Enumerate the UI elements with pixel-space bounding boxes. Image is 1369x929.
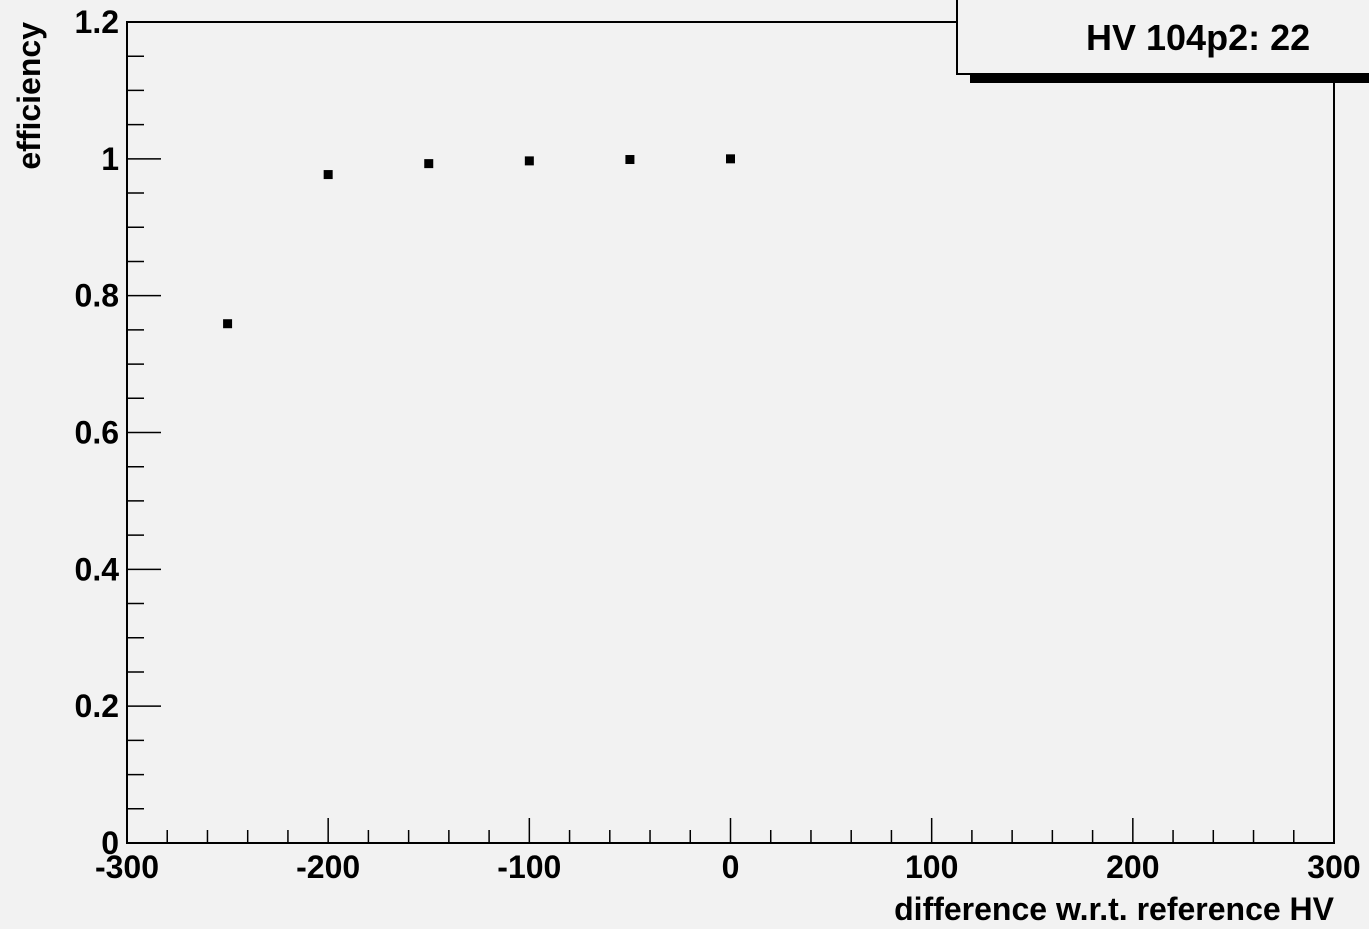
title-box: HV 104p2: 22 bbox=[956, 0, 1369, 83]
data-point bbox=[625, 155, 635, 165]
data-point bbox=[524, 156, 534, 166]
x-axis-tick-labels: -300 -200 -100 0 100 200 300 bbox=[95, 849, 1361, 885]
y-tick-label: 1 bbox=[101, 141, 119, 177]
y-axis-tick-labels: 0 0.2 0.4 0.6 0.8 1 1.2 bbox=[75, 4, 120, 861]
data-point bbox=[424, 159, 434, 169]
y-tick-label: 0.8 bbox=[75, 278, 119, 314]
x-tick-label: 0 bbox=[722, 849, 740, 885]
data-point bbox=[726, 154, 735, 164]
y-tick-label: 0.6 bbox=[75, 415, 119, 451]
data-point bbox=[323, 170, 333, 180]
x-axis-title: difference w.r.t. reference HV bbox=[894, 891, 1335, 927]
data-points bbox=[223, 154, 735, 329]
x-tick-label: -300 bbox=[95, 849, 159, 885]
y-axis-ticks bbox=[127, 21, 161, 844]
x-tick-label: 200 bbox=[1106, 849, 1159, 885]
y-tick-label: 0.2 bbox=[75, 688, 119, 724]
y-tick-label: 0 bbox=[101, 825, 119, 861]
y-tick-label: 0.4 bbox=[75, 551, 120, 587]
x-tick-label: 100 bbox=[905, 849, 958, 885]
chart-title: HV 104p2: 22 bbox=[1086, 17, 1310, 58]
x-axis-ticks bbox=[126, 818, 1335, 843]
y-tick-label: 1.2 bbox=[75, 4, 119, 40]
x-tick-label: 300 bbox=[1307, 849, 1360, 885]
title-box-panel bbox=[956, 0, 1369, 75]
y-axis-title: efficiency bbox=[11, 22, 47, 170]
data-point bbox=[223, 319, 233, 329]
x-tick-label: -100 bbox=[497, 849, 561, 885]
x-tick-label: -200 bbox=[296, 849, 360, 885]
